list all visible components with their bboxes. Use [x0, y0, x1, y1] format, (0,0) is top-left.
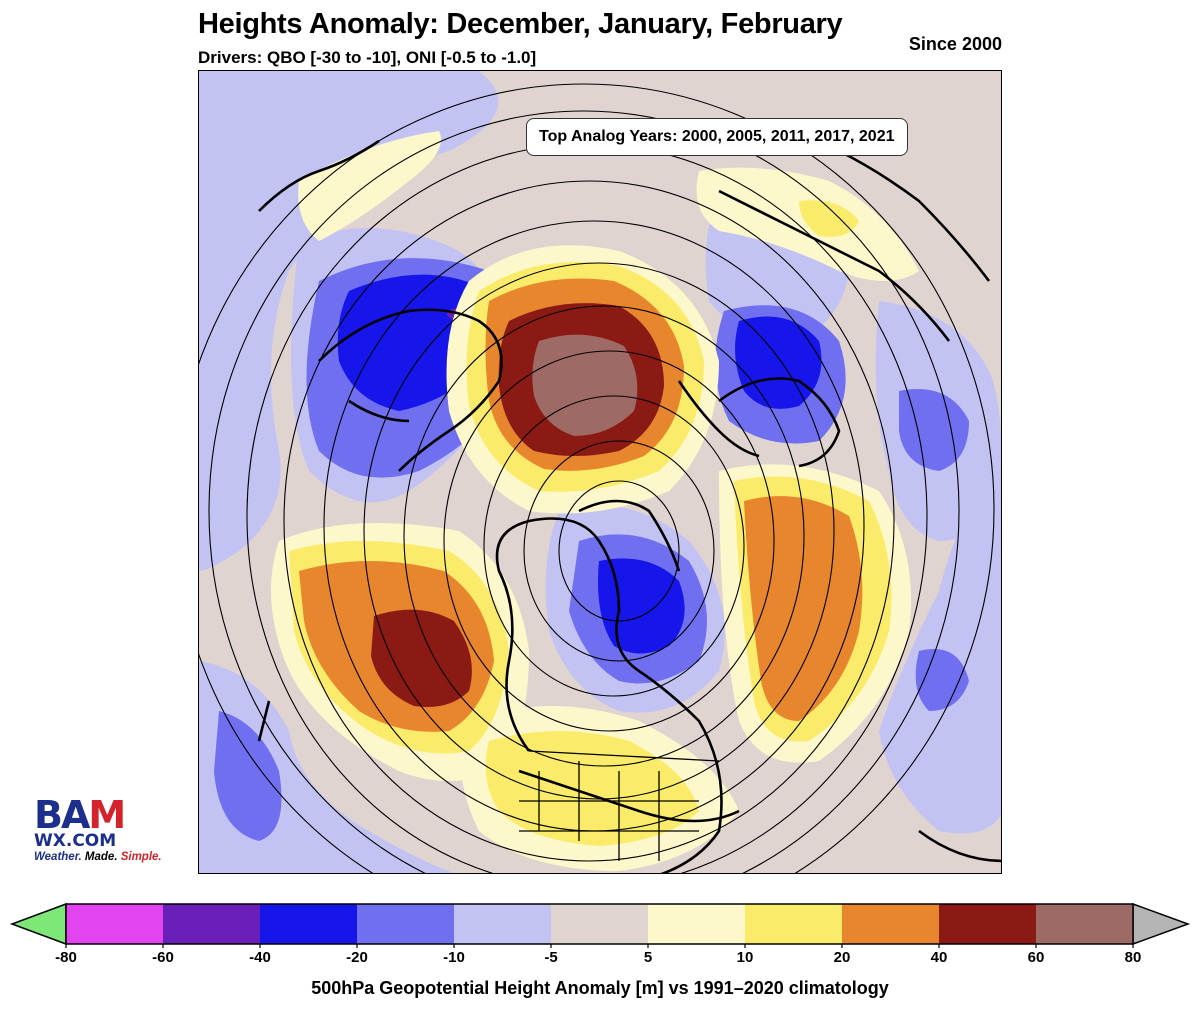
- analog-years-box: Top Analog Years: 2000, 2005, 2011, 2017…: [526, 118, 908, 156]
- logo-tag-made: Made.: [81, 851, 121, 863]
- ridge-fills: [271, 131, 919, 871]
- logo-m: M: [88, 793, 126, 837]
- colorbar-tick-label: -20: [346, 949, 368, 962]
- logo-wordmark: BAM: [34, 796, 174, 834]
- colorbar-tick-label: -5: [544, 949, 557, 962]
- colorbar-tick-label: -10: [443, 949, 465, 962]
- colorbar-tick-label: 10: [737, 949, 754, 962]
- colorbar-under-extension: [9, 902, 67, 946]
- colorbar-swatch: [551, 904, 649, 944]
- colorbar-label: 500hPa Geopotential Height Anomaly [m] v…: [311, 978, 889, 998]
- colorbar-tick-label: -80: [55, 949, 77, 962]
- colorbar-swatch: [454, 904, 552, 944]
- logo-tag-simple: Simple.: [120, 851, 162, 863]
- logo-domain: WX.COM: [34, 831, 117, 851]
- colorbar-tick-label: 60: [1028, 949, 1045, 962]
- colorbar-swatch: [357, 904, 455, 944]
- colorbar-swatch: [745, 904, 843, 944]
- logo-ba: BA: [34, 793, 90, 837]
- colorbar-swatch: [939, 904, 1037, 944]
- colorbar-swatch: [1036, 904, 1134, 944]
- page-title: Heights Anomaly: December, January, Febr…: [198, 8, 843, 40]
- colorbar-tick-label: 20: [834, 949, 851, 962]
- colorbar-swatch: [260, 904, 358, 944]
- since-label: Since 2000: [908, 34, 1002, 54]
- colorbar-tick-label: 5: [644, 949, 652, 962]
- coastlines: [257, 139, 1001, 873]
- colorbar-swatch: [163, 904, 261, 944]
- anomaly-map: [198, 70, 1002, 874]
- anomaly-map-svg: [199, 71, 1001, 873]
- logo-tagline: Weather. Made. Simple.: [34, 850, 174, 864]
- state-borders: [519, 750, 720, 861]
- colorbar: -80 -60 -40 -20 -10 -5 5 10 20 40 60 80: [0, 892, 1200, 966]
- colorbar-tick-label: -40: [249, 949, 271, 962]
- colorbar-frame: [65, 903, 1134, 945]
- colorbar-swatch: [66, 904, 164, 944]
- colorbar-over-extension: [1132, 902, 1191, 946]
- colorbar-swatch: [648, 904, 746, 944]
- colorbar-tick-label: 40: [931, 949, 948, 962]
- colorbar-tick-label: -60: [152, 949, 174, 962]
- logo-tag-weather: Weather.: [34, 851, 82, 863]
- page-subtitle: Drivers: QBO [-30 to -10], ONI [-0.5 to …: [198, 48, 537, 67]
- colorbar-tick-label: 80: [1125, 949, 1142, 962]
- colorbar-swatch: [842, 904, 940, 944]
- bamwx-logo: BAM WX.COM Weather. Made. Simple.: [34, 796, 174, 876]
- colorbar-svg: -80 -60 -40 -20 -10 -5 5 10 20 40 60 80: [9, 902, 1191, 966]
